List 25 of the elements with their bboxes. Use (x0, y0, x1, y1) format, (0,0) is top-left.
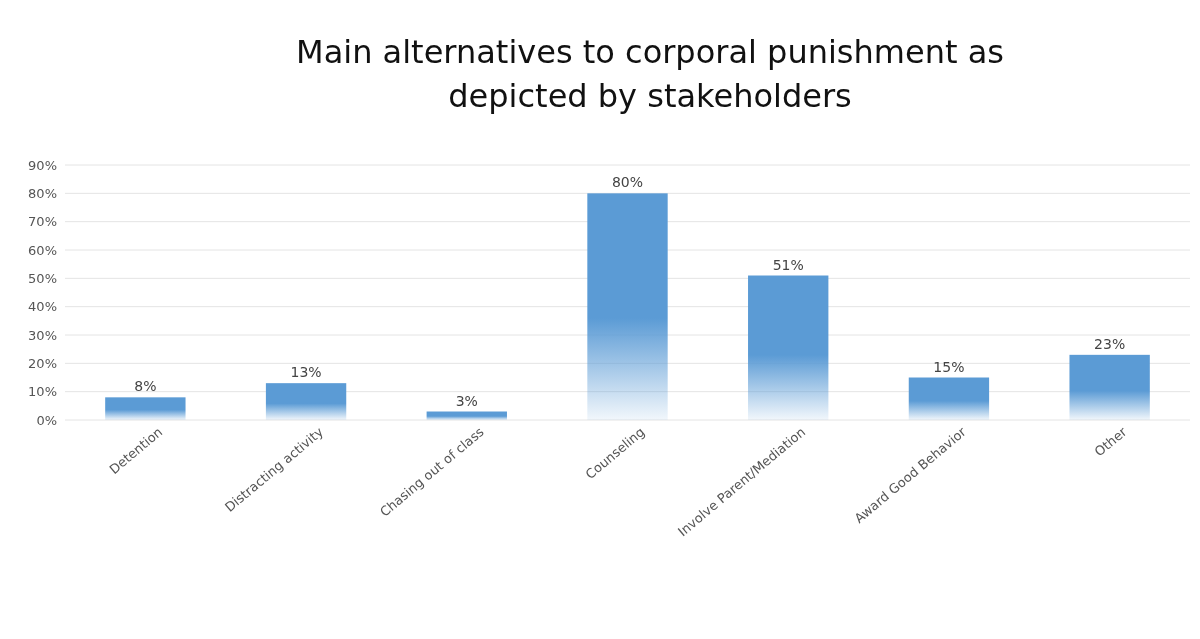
bar (748, 275, 829, 420)
bar (587, 193, 668, 420)
bar (105, 397, 186, 420)
bar (265, 383, 347, 420)
bar (908, 377, 990, 420)
data-label: 8% (134, 378, 157, 395)
data-label: 23% (1094, 335, 1126, 352)
data-label: 3% (455, 392, 478, 409)
bar (426, 411, 507, 420)
bar (1069, 354, 1150, 420)
y-tick-label: 10% (28, 384, 57, 400)
y-tick-label: 40% (28, 299, 57, 315)
y-tick-label: 80% (28, 185, 57, 201)
y-tick-label: 60% (28, 242, 57, 258)
y-tick-label: 20% (28, 355, 57, 371)
y-tick-label: 50% (28, 270, 57, 286)
y-tick-label: 0% (36, 412, 57, 428)
data-label: 80% (611, 174, 644, 191)
data-label: 15% (933, 358, 965, 375)
y-tick-label: 70% (28, 214, 57, 230)
data-label: 13% (290, 364, 322, 381)
y-tick-label: 90% (28, 157, 57, 173)
y-tick-label: 30% (28, 327, 57, 343)
chart-title: Main alternatives to corporal punishment as depicted by stakeholders (295, 32, 1005, 117)
data-label: 51% (772, 256, 804, 273)
